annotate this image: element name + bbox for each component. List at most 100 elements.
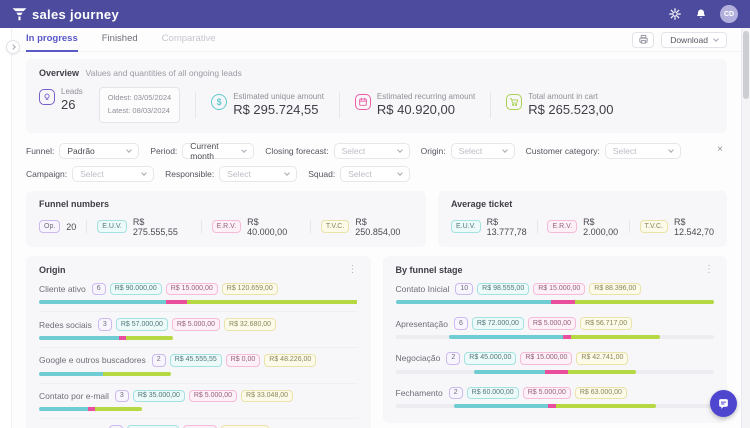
tvc-bar-segment	[568, 369, 636, 374]
funnel-stage-panel: By funnel stage ⋮ Contato Inicial 10 R$ 98…	[382, 255, 727, 424]
erv-value-chip: R$ 5.000,00	[522, 386, 571, 400]
erv-value-chip: R$ 15.000,00	[533, 282, 586, 296]
divider	[309, 220, 311, 233]
bar-track	[395, 369, 714, 374]
erv-value-chip: R$ 5.000,00	[188, 389, 238, 403]
cart-icon	[506, 94, 523, 111]
bar-track	[39, 300, 358, 305]
divider	[195, 91, 197, 118]
filter-select-squad[interactable]: Select	[340, 165, 411, 182]
stacked-bar	[39, 300, 358, 305]
filter-responsible: Responsible: Select	[165, 165, 298, 182]
euv-value-chip: R$ 35.000,00	[132, 389, 185, 403]
settings-gear-icon[interactable]	[668, 8, 681, 21]
select-value: Select	[341, 145, 366, 156]
filters-row-1: Funnel: Padrão Period: Current month Closing…	[26, 141, 727, 161]
select-value: Select	[348, 168, 372, 179]
e-r-v-value: R$ 40.000,00	[247, 216, 288, 237]
chevron-down-icon	[284, 169, 291, 176]
filter-select-campaign[interactable]: Select	[72, 165, 155, 182]
tvc-bar-segment	[187, 300, 358, 305]
erv-value-chip: R$ 15.000,00	[165, 282, 218, 296]
leads-label: Leads	[61, 87, 83, 96]
sidebar-expand-button[interactable]	[6, 40, 20, 54]
divider	[86, 220, 88, 233]
notifications-bell-icon[interactable]	[694, 8, 707, 21]
overview-title: Overview	[39, 68, 80, 78]
select-value: Select	[458, 145, 483, 156]
euv-bar-segment	[39, 371, 104, 376]
tab-in-progress[interactable]: In progress	[26, 28, 78, 52]
erv-bar-segment	[166, 300, 188, 305]
tab-finished[interactable]: Finished	[101, 33, 138, 44]
chart-row-line: Redes sociais 3 R$ 57.000,00 R$ 5.000,00 R$ …	[39, 318, 358, 331]
filter-select-closing-forecast[interactable]: Select	[333, 142, 410, 159]
estimated-unique-amount-metric: $ Estimated unique amount R$ 295.724,55	[211, 92, 324, 117]
erv-bar-segment	[119, 335, 127, 340]
t-v-c-badge: T.V.C.	[320, 220, 350, 233]
chat-fab-button[interactable]	[710, 390, 737, 417]
chart-row-line: Negociação 2 R$ 45.000,00 R$ 15.000,00 R$ 42…	[396, 351, 715, 365]
chevron-down-icon	[667, 146, 674, 153]
filter-select-funnel[interactable]: Padrão	[59, 142, 140, 159]
euv-bar-segment	[449, 334, 563, 339]
euv-bar-segment	[39, 407, 89, 412]
count-chip: 2	[448, 386, 463, 400]
e-r-v-badge: E.R.V.	[211, 220, 242, 233]
vertical-scrollbar[interactable]	[741, 28, 750, 428]
chevron-down-icon	[241, 146, 248, 153]
filter-label: Responsible:	[165, 168, 215, 179]
e-r-v-badge: E.R.V.	[547, 220, 578, 233]
t-v-c-value: R$ 12.542,70	[673, 216, 715, 237]
filter-select-responsible[interactable]: Select	[219, 165, 298, 182]
euv-bar-segment	[39, 335, 120, 340]
print-button[interactable]	[632, 31, 655, 48]
erv-bar-segment	[548, 404, 557, 409]
tvc-value-chip: R$ 88.396,00	[589, 282, 642, 296]
chart-row-line: Contato por e-mail 3 R$ 35.000,00 R$ 5.000,…	[39, 389, 358, 403]
clear-filters-icon[interactable]: ×	[717, 143, 723, 155]
divider	[200, 220, 202, 233]
chart-row-cliente-ativo: Cliente ativo 6 R$ 90.000,00 R$ 15.000,00 R$…	[39, 277, 358, 313]
kebab-menu-icon[interactable]: ⋮	[704, 263, 714, 275]
count-chip: 6	[91, 282, 106, 296]
overview-card: Overview Values and quantities of all on…	[26, 59, 727, 133]
metric-op: Op. 20	[39, 220, 76, 233]
filter-label: Squad:	[308, 168, 336, 179]
filters-section: Funnel: Padrão Period: Current month Closing…	[26, 141, 727, 182]
bar-track	[395, 404, 714, 409]
user-avatar[interactable]: CD	[720, 5, 738, 23]
tvc-value-chip: R$ 63.000,00	[574, 386, 627, 400]
row-label: Fechamento	[395, 387, 443, 398]
stacked-bar	[473, 369, 636, 374]
main-content: In progress Finished Comparative Downloa…	[12, 28, 741, 428]
row-label: Google e outros buscadores	[39, 355, 146, 366]
tvc-bar-segment	[95, 407, 143, 412]
e-u-v-badge: E.U.V.	[451, 220, 481, 233]
filter-select-period[interactable]: Current month	[182, 141, 255, 161]
chevron-down-icon	[713, 35, 719, 42]
tab-comparative[interactable]: Comparative	[161, 33, 216, 44]
row-label: Redes sociais	[39, 319, 92, 330]
kebab-menu-icon[interactable]: ⋮	[347, 263, 358, 275]
scrollbar-thumb[interactable]	[743, 31, 749, 99]
filter-customer-category: Customer category: Select	[526, 142, 681, 159]
erv-value-chip: R$ 5.000,00	[527, 317, 577, 330]
t-v-c-value: R$ 250.854,00	[355, 216, 401, 237]
row-label: Contato Inicial	[395, 283, 450, 294]
filter-funnel: Funnel: Padrão	[26, 142, 140, 159]
euv-value-chip: R$ 57.000,00	[115, 318, 168, 331]
row-label: Apresentação	[395, 318, 448, 329]
latest-lead-date: Latest: 08/03/2024	[107, 105, 170, 115]
euv-value-chip: R$ 45.000,00	[464, 351, 517, 365]
chart-row-fechamento: Fechamento 2 R$ 60.000,00 R$ 5.000,00 R$ 63.…	[395, 381, 714, 416]
tvc-bar-segment	[103, 371, 172, 376]
download-button[interactable]: Download	[661, 31, 727, 48]
divider	[628, 220, 630, 233]
total-amount-in-cart-metric: Total amount in cart R$ 265.523,00	[506, 92, 613, 117]
filter-select-origin[interactable]: Select	[450, 142, 515, 159]
lightbulb-icon	[39, 89, 55, 105]
average-ticket-title: Average ticket	[451, 198, 513, 209]
collapsed-sidebar	[0, 28, 12, 428]
filter-select-customer-category[interactable]: Select	[604, 142, 681, 159]
